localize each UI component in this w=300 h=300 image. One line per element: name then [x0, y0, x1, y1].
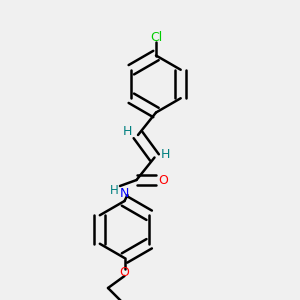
Text: H: H — [123, 125, 132, 139]
Text: O: O — [159, 173, 168, 187]
Text: Cl: Cl — [150, 31, 162, 44]
Text: H: H — [161, 148, 171, 161]
Text: H: H — [110, 184, 118, 197]
Text: O: O — [120, 266, 129, 280]
Text: N: N — [120, 187, 129, 200]
